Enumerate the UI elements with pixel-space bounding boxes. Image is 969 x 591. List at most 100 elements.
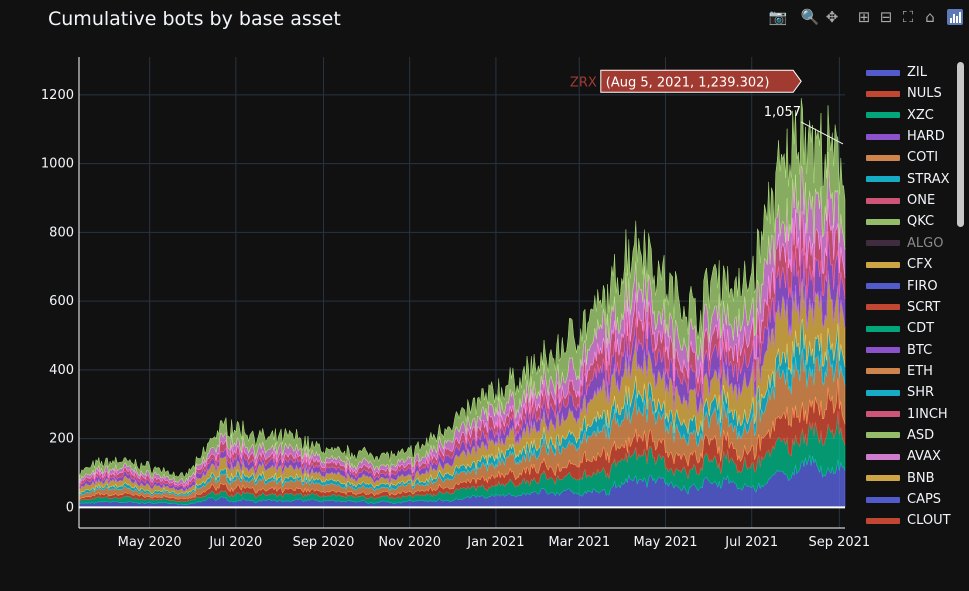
zoom-out-icon[interactable]: ⊟ <box>879 8 893 26</box>
legend-label: BNB <box>907 470 935 486</box>
zoom-in-icon[interactable]: ⊞ <box>857 8 871 26</box>
chart-title: Cumulative bots by base asset <box>48 8 341 30</box>
legend-swatch <box>866 432 900 439</box>
legend-item[interactable]: ZIL <box>860 62 927 83</box>
plotly-logo-icon[interactable] <box>947 9 963 25</box>
legend-item[interactable]: ASD <box>860 425 934 446</box>
legend-item[interactable]: ALGO <box>860 233 943 254</box>
legend-item[interactable]: BNB <box>860 468 935 489</box>
y-tick-label: 1000 <box>41 157 74 172</box>
legend-swatch <box>866 411 900 418</box>
legend-label: NULS <box>907 86 942 102</box>
legend-label: SCRT <box>907 299 941 315</box>
legend-label: ETH <box>907 363 933 379</box>
legend-label: AVAX <box>907 449 941 465</box>
pan-icon[interactable]: ✥ <box>825 8 839 26</box>
legend-swatch <box>866 283 900 289</box>
legend-item[interactable]: CAPS <box>860 489 941 510</box>
annotation-arrow <box>800 121 844 145</box>
legend-item[interactable]: HARD <box>860 126 945 147</box>
legend-item[interactable]: SHR <box>860 382 934 403</box>
legend-item[interactable]: AVAX <box>860 446 941 467</box>
legend-swatch <box>866 112 900 119</box>
legend-label: BTC <box>907 342 933 358</box>
legend-label: CFX <box>907 257 933 273</box>
legend-swatch <box>866 475 900 482</box>
legend-swatch <box>866 517 900 524</box>
legend-swatch <box>866 218 900 225</box>
x-tick-label: Jan 2021 <box>466 535 524 550</box>
hover-tooltip: (Aug 5, 2021, 1,239.302) ZRX <box>570 69 802 93</box>
legend-swatch <box>866 176 900 183</box>
legend-swatch <box>866 69 900 76</box>
modebar: 📷 🔍 ✥ ⊞ ⊟ ⛶ ⌂ <box>767 6 969 28</box>
legend-swatch <box>866 368 900 375</box>
stacked-areas <box>78 97 846 508</box>
legend-item[interactable]: BTC <box>860 340 932 361</box>
zoom-icon[interactable]: 🔍 <box>800 8 820 26</box>
legend-swatch <box>866 261 900 268</box>
tooltip-value: (Aug 5, 2021, 1,239.302) <box>606 75 770 90</box>
legend-swatch <box>866 304 900 311</box>
legend-item[interactable]: 1INCH <box>860 404 948 425</box>
legend-swatch <box>866 90 900 97</box>
end-annotation-label: 1,057 <box>764 105 801 120</box>
legend-label: HARD <box>907 129 945 145</box>
legend-swatch <box>866 240 900 247</box>
legend-item[interactable]: ETH <box>860 361 933 382</box>
tooltip-box <box>600 69 802 93</box>
legend-item[interactable]: NULS <box>860 83 942 104</box>
legend-item[interactable]: QKC <box>860 211 934 232</box>
x-tick-label: Nov 2020 <box>378 535 441 550</box>
legend-label: ZIL <box>907 65 927 80</box>
y-tick-label: 200 <box>49 432 74 447</box>
legend-swatch <box>866 154 900 161</box>
legend-label: STRAX <box>907 171 950 187</box>
x-tick-label: Jul 2021 <box>724 535 778 550</box>
legend: ZIL NULS XZC HARD COTI STRAX ONE QKC ALGO CFX FIRO… <box>860 62 955 532</box>
legend-item[interactable]: FIRO <box>860 276 938 297</box>
legend-swatch <box>866 453 900 460</box>
x-tick-label: Mar 2021 <box>548 535 610 550</box>
legend-label: CAPS <box>907 492 942 507</box>
x-tick-label: Jul 2020 <box>208 535 262 550</box>
legend-item[interactable]: CFX <box>860 254 932 275</box>
tooltip-series-name: ZRX <box>570 75 597 90</box>
legend-swatch <box>866 133 900 140</box>
legend-label: 1INCH <box>907 406 948 422</box>
legend-item[interactable]: STRAX <box>860 169 950 190</box>
legend-label: SHR <box>907 385 935 401</box>
y-tick-label: 800 <box>49 225 74 240</box>
legend-swatch <box>866 347 900 354</box>
legend-label: QKC <box>907 214 935 230</box>
legend-label: ONE <box>907 193 936 209</box>
legend-label: ALGO <box>907 235 944 251</box>
camera-icon[interactable]: 📷 <box>768 8 788 26</box>
legend-item[interactable]: CDT <box>860 318 934 339</box>
autoscale-icon[interactable]: ⛶ <box>902 8 914 26</box>
y-tick-label: 1200 <box>41 88 74 103</box>
legend-swatch <box>866 197 900 204</box>
legend-label: COTI <box>907 150 939 166</box>
legend-item[interactable]: SCRT <box>860 297 940 318</box>
legend-swatch <box>866 389 900 396</box>
legend-item[interactable]: CLOUT <box>860 510 951 531</box>
legend-item[interactable]: COTI <box>860 147 938 168</box>
legend-swatch <box>866 325 900 332</box>
y-tick-label: 600 <box>49 294 74 309</box>
x-tick-label: May 2021 <box>633 535 697 550</box>
legend-label: ASD <box>907 427 935 443</box>
legend-label: XZC <box>907 107 934 123</box>
legend-label: CDT <box>907 321 935 337</box>
legend-item[interactable]: XZC <box>860 105 934 126</box>
home-icon[interactable]: ⌂ <box>925 8 935 26</box>
legend-scrollbar[interactable] <box>957 62 964 227</box>
x-tick-label: Sep 2020 <box>293 535 355 550</box>
y-tick-label: 400 <box>49 363 74 378</box>
x-tick-label: Sep 2021 <box>808 535 870 550</box>
legend-item[interactable]: ONE <box>860 190 935 211</box>
legend-label: CLOUT <box>907 513 951 529</box>
legend-label: FIRO <box>907 278 938 294</box>
x-tick-label: May 2020 <box>118 535 182 550</box>
